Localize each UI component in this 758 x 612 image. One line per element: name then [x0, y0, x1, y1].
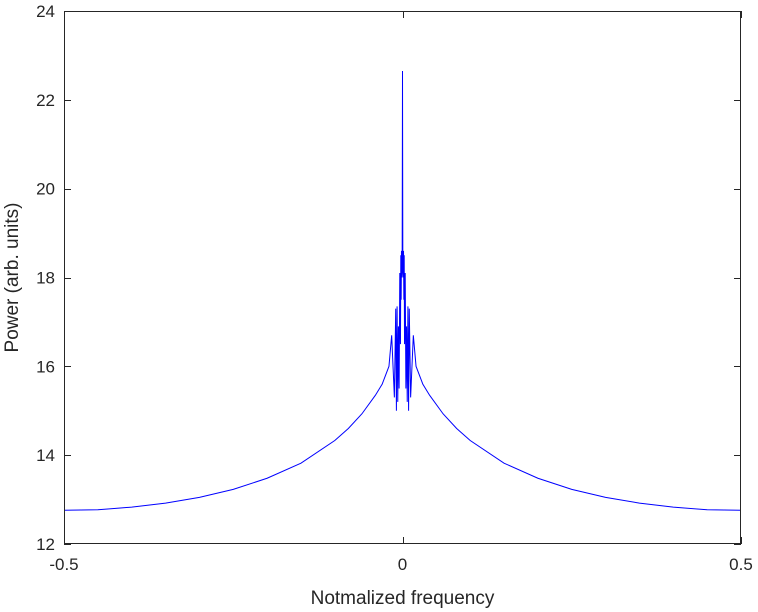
x-axis: -0.5 0 0.5: [49, 11, 753, 574]
y-axis: 12 14 16 18 20 22 24: [36, 2, 741, 554]
series-line: [63, 70, 742, 511]
y-tick-label: 20: [36, 180, 55, 199]
x-tick-label: 0.5: [729, 555, 753, 574]
y-tick-label: 16: [36, 357, 55, 376]
y-tick-label: 12: [36, 535, 55, 554]
y-axis-label: Power (arb. units): [2, 203, 23, 353]
x-axis-label: Notmalized frequency: [311, 588, 495, 609]
x-tick-label: 0: [398, 555, 407, 574]
x-tick-label: -0.5: [49, 555, 78, 574]
y-tick-label: 14: [36, 446, 55, 465]
y-tick-label: 24: [36, 2, 55, 21]
axes-box: [64, 11, 741, 544]
y-tick-label: 18: [36, 269, 55, 288]
y-tick-label: 22: [36, 91, 55, 110]
plot-area: [63, 11, 742, 544]
